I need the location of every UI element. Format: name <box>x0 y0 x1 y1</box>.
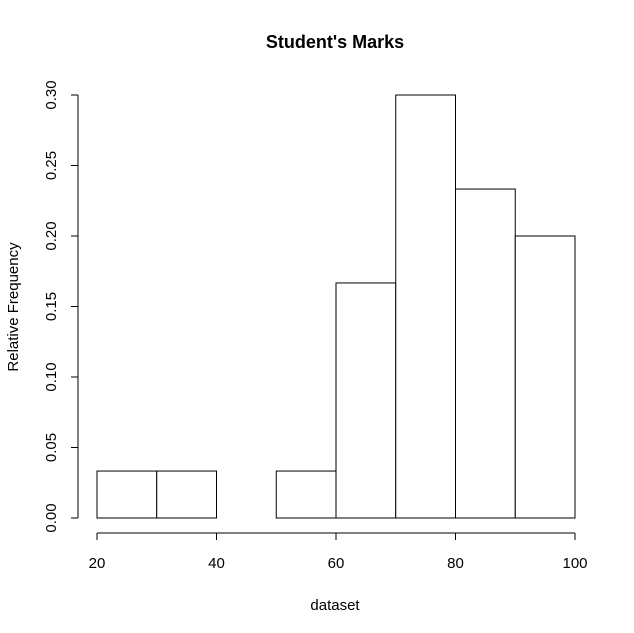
histogram-bar <box>455 188 516 519</box>
y-tick-label: 0.20 <box>43 221 60 250</box>
x-tick-label: 40 <box>208 555 225 572</box>
bars-group <box>96 94 576 519</box>
y-tick-label: 0.25 <box>43 151 60 180</box>
x-axis-label: dataset <box>310 597 360 614</box>
x-axis: 20 40 60 80 100 <box>89 532 588 572</box>
x-tick-label: 100 <box>562 555 587 572</box>
histogram-bar <box>514 235 576 519</box>
y-tick-label: 0.30 <box>43 80 60 109</box>
y-tick-label: 0.15 <box>43 292 60 321</box>
x-tick-label: 60 <box>328 555 345 572</box>
histogram-bar <box>395 94 456 519</box>
y-tick-label: 0.00 <box>43 503 60 532</box>
x-tick-label: 20 <box>89 555 106 572</box>
histogram-bar <box>96 470 158 519</box>
x-tick-label: 80 <box>447 555 464 572</box>
histogram-bar <box>156 470 217 519</box>
y-tick-label: 0.10 <box>43 362 60 391</box>
y-axis-label: Relative Frequency <box>5 242 22 372</box>
y-axis: 0.00 0.05 0.10 0.15 0.20 0.25 0.30 <box>43 80 79 533</box>
histogram-bar <box>275 470 337 519</box>
chart-title: Student's Marks <box>266 32 404 52</box>
histogram-bar <box>335 282 397 519</box>
y-tick-label: 0.05 <box>43 433 60 462</box>
